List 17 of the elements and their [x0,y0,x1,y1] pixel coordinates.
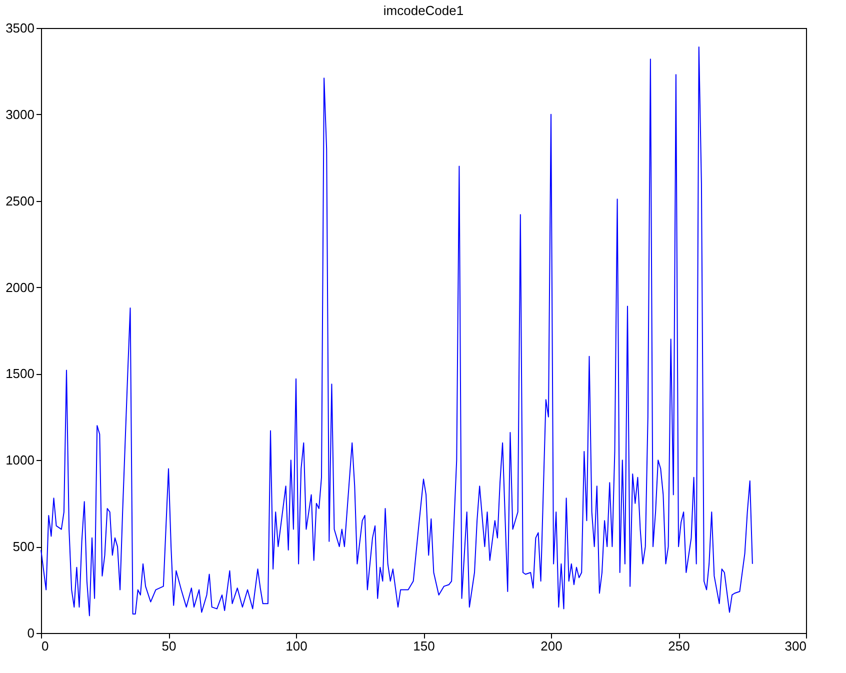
y-tick-label: 500 [12,539,34,554]
x-tick-label: 200 [540,638,562,654]
y-tick-label: 2500 [6,193,34,208]
y-tick-label: 1000 [6,452,34,468]
y-tick-label: 2000 [6,280,34,295]
chart-title: imcodeCode1 [383,3,464,18]
x-tick-label: 250 [668,638,690,654]
y-tick-label: 3000 [6,106,34,122]
x-tick-label: 150 [413,638,435,654]
x-tick-label: 50 [162,638,176,654]
x-tick-label: 300 [784,638,806,654]
y-tick-label: 3500 [6,20,34,36]
line-series [40,46,753,616]
y-tick-label: 1500 [6,366,34,382]
x-tick-label: 0 [42,638,49,654]
x-tick-label: 100 [286,638,308,654]
y-tick-label: 0 [27,626,34,640]
